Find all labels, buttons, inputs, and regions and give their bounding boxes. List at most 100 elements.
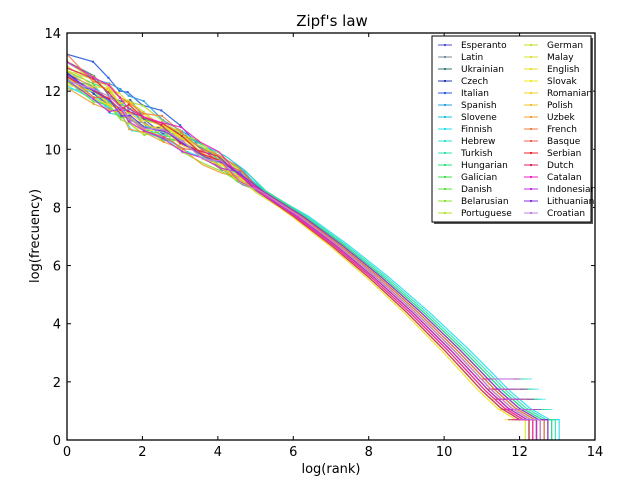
data-point	[160, 109, 163, 112]
x-tick-label: 6	[289, 445, 297, 460]
data-point	[118, 102, 121, 105]
legend-item: Uzbek	[524, 113, 576, 123]
data-point	[127, 120, 130, 123]
legend-label: Finnish	[461, 125, 492, 135]
data-point	[120, 100, 123, 103]
data-point	[109, 103, 112, 106]
data-point	[183, 139, 186, 142]
legend-label: Slovak	[547, 77, 578, 87]
legend-item: Esperanto	[438, 41, 507, 51]
legend-label: Dutch	[547, 161, 574, 171]
data-point	[108, 98, 111, 101]
data-point	[92, 88, 95, 91]
data-point	[126, 109, 129, 112]
legend-label: Basque	[547, 137, 581, 147]
legend-item: Latin	[438, 53, 483, 63]
legend-item: German	[524, 41, 583, 51]
data-point	[92, 102, 95, 105]
data-point	[128, 128, 131, 131]
data-point	[161, 119, 164, 122]
legend-item: Czech	[438, 77, 488, 87]
legend-item: Slovak	[524, 77, 578, 87]
data-point	[129, 98, 132, 101]
legend-item: English	[524, 65, 580, 75]
data-point	[92, 80, 95, 83]
legend-label: Italian	[461, 89, 489, 99]
data-point	[182, 147, 185, 150]
data-point	[127, 99, 130, 102]
legend-label: Romanian	[547, 89, 592, 99]
legend-marker	[530, 188, 532, 190]
data-point	[92, 85, 95, 88]
data-point	[128, 119, 131, 122]
data-point	[93, 90, 96, 93]
x-tick-label: 4	[214, 445, 222, 460]
data-point	[109, 95, 112, 98]
data-point	[160, 124, 163, 127]
legend-marker	[530, 56, 532, 58]
legend-label: Hebrew	[461, 137, 495, 147]
series-line	[67, 67, 530, 440]
legend-item: Indonesian	[524, 185, 596, 195]
data-point	[186, 150, 189, 153]
data-point	[119, 106, 122, 109]
y-axis: 0 2 4 6 8 10 12 14	[44, 27, 595, 449]
data-point	[160, 126, 163, 129]
data-point	[108, 108, 111, 111]
data-point	[107, 87, 110, 90]
data-point	[92, 82, 95, 85]
data-point	[179, 142, 182, 145]
data-point	[118, 96, 121, 99]
y-tick-label: 2	[53, 376, 61, 391]
data-point	[143, 131, 146, 134]
data-point	[161, 138, 164, 141]
data-point	[141, 132, 144, 135]
legend-marker	[530, 152, 532, 154]
data-point	[129, 114, 132, 117]
legend-item: Lithuanian	[524, 197, 594, 207]
legend-label: Esperanto	[461, 41, 507, 51]
y-tick-label: 0	[53, 434, 61, 449]
x-tick-label: 0	[63, 445, 71, 460]
data-point	[107, 91, 110, 94]
data-point	[117, 91, 120, 94]
legend-label: Turkish	[460, 149, 493, 159]
legend-label: Serbian	[547, 149, 581, 159]
data-point	[142, 104, 145, 107]
legend-item: Malay	[524, 53, 574, 63]
data-point	[109, 101, 112, 104]
data-point	[130, 129, 133, 132]
legend-item: Catalan	[524, 173, 582, 183]
legend-marker	[530, 164, 532, 166]
legend-marker	[530, 128, 532, 130]
data-point	[129, 112, 132, 115]
series-layer	[67, 53, 560, 440]
data-point	[145, 125, 148, 128]
legend-item: Ukrainian	[438, 65, 504, 75]
data-point	[91, 79, 94, 82]
legend-item: Slovene	[438, 113, 497, 123]
legend-item: Turkish	[438, 149, 493, 159]
data-point	[180, 133, 183, 136]
legend-item: Dutch	[524, 161, 574, 171]
legend-marker	[444, 212, 446, 214]
legend-item: Polish	[524, 101, 573, 111]
legend-label: Slovene	[461, 113, 497, 123]
legend-marker	[530, 68, 532, 70]
data-point	[163, 136, 166, 139]
series-line	[67, 61, 534, 440]
legend: Esperanto Latin Ukrainian Czech Italian Spani…	[431, 35, 596, 224]
data-point	[161, 132, 164, 135]
x-tick-label: 2	[138, 445, 146, 460]
data-point	[119, 87, 122, 90]
legend-item: Serbian	[524, 149, 581, 159]
legend-marker	[530, 212, 532, 214]
data-point	[162, 128, 165, 131]
legend-label: Croatian	[547, 209, 585, 219]
data-point	[143, 129, 146, 132]
data-point	[162, 140, 165, 143]
y-tick-label: 10	[44, 143, 61, 158]
legend-marker	[530, 116, 532, 118]
data-point	[126, 105, 129, 108]
data-point	[142, 129, 145, 132]
